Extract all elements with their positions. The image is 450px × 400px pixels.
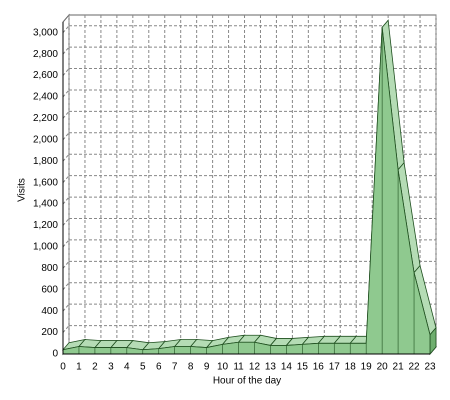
grid-line (62, 89, 70, 98)
x-tick-label: 7 (172, 362, 178, 373)
x-tick-label: 2 (92, 362, 98, 373)
x-tick-label: 15 (297, 362, 309, 373)
x-tick-label: 4 (124, 362, 130, 373)
y-tick-label: 1,400 (33, 199, 58, 210)
x-tick-label: 12 (249, 362, 261, 373)
x-tick-label: 11 (233, 362, 244, 373)
y-tick-label: 2,200 (33, 113, 58, 124)
grid-line (62, 303, 70, 312)
y-tick-label: 1,000 (33, 242, 58, 253)
grid-line (62, 25, 70, 34)
x-tick-label: 16 (313, 362, 325, 373)
area (62, 27, 431, 355)
y-tick-label: 2,000 (33, 134, 58, 145)
x-tick-label: 8 (188, 362, 194, 373)
grid-line (62, 239, 70, 248)
x-tick-label: 6 (156, 362, 162, 373)
x-tick-label: 20 (377, 362, 389, 373)
y-tick-label: 1,800 (33, 156, 58, 167)
x-tick-label: 19 (361, 362, 373, 373)
grid-line (62, 46, 70, 55)
y-tick-label: 0 (52, 349, 58, 360)
x-tick-label: 14 (281, 362, 293, 373)
x-tick-label: 21 (393, 362, 405, 373)
grid-line (62, 282, 70, 291)
grid-line (62, 325, 70, 333)
y-tick-label: 2,600 (33, 70, 58, 81)
y-axis-title: Visits (17, 178, 28, 202)
x-axis-title: Hour of the day (213, 376, 281, 387)
x-tick-label: 22 (408, 362, 420, 373)
y-tick-label: 600 (41, 284, 58, 295)
grid-line (62, 260, 70, 269)
y-tick-label: 400 (41, 306, 58, 317)
grid-line (62, 68, 70, 76)
y-tick-label: 1,600 (33, 177, 58, 188)
x-tick-label: 3 (108, 362, 114, 373)
y-tick-label: 800 (41, 263, 58, 274)
y-tick-label: 200 (41, 327, 58, 338)
x-tick-label: 18 (345, 362, 357, 373)
x-tick-label: 0 (60, 362, 66, 373)
grid-line (62, 175, 70, 183)
y-tick-label: 2,800 (33, 49, 58, 60)
x-tick-label: 5 (140, 362, 146, 373)
x-tick-label: 23 (424, 362, 436, 373)
x-tick-label: 17 (329, 362, 341, 373)
y-tick-label: 1,200 (33, 220, 58, 231)
y-tick-label: 2,400 (33, 92, 58, 103)
grid-line (62, 111, 70, 119)
grid-line (62, 218, 70, 226)
x-tick-label: 9 (204, 362, 210, 373)
x-tick-label: 13 (265, 362, 277, 373)
x-tick-label: 1 (76, 362, 82, 373)
grid-line (62, 132, 70, 141)
x-tick-label: 10 (217, 362, 229, 373)
grid-line (62, 153, 70, 162)
side-wall (62, 13, 70, 356)
grid-line (62, 196, 70, 205)
y-tick-label: 3,000 (33, 27, 58, 38)
